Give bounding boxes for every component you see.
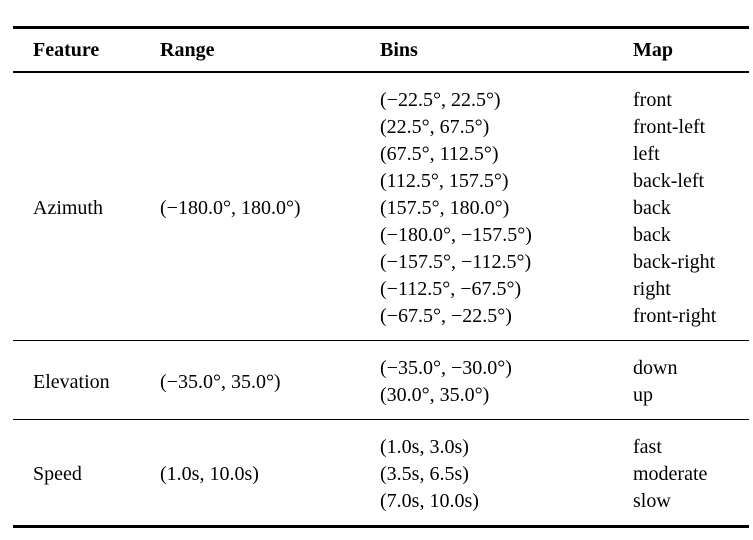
map-cell: down up bbox=[633, 341, 749, 420]
bin-map-label: front-right bbox=[633, 305, 717, 327]
bin-interval: (−35.0°, −30.0°) bbox=[380, 357, 512, 379]
bin-map-label: front bbox=[633, 89, 672, 111]
feature-name-cell: Azimuth bbox=[13, 72, 160, 341]
bin-map-label: back bbox=[633, 197, 671, 219]
column-header-bins: Bins bbox=[380, 39, 418, 61]
bin-interval: (−22.5°, 22.5°) bbox=[380, 89, 501, 111]
bin-map-label: front-left bbox=[633, 116, 706, 138]
bin-interval: (7.0s, 10.0s) bbox=[380, 490, 479, 512]
feature-range: (−35.0°, 35.0°) bbox=[160, 370, 281, 393]
feature-name: Azimuth bbox=[33, 197, 103, 219]
bin-map-label: up bbox=[633, 384, 653, 406]
bins-cell: (−22.5°, 22.5°) (22.5°, 67.5°) (67.5°, 1… bbox=[380, 72, 633, 341]
bin-map-label: fast bbox=[633, 436, 662, 458]
feature-range-cell: (1.0s, 10.0s) bbox=[160, 420, 380, 527]
table-body: Azimuth (−180.0°, 180.0°) (−22.5°, 22.5°… bbox=[13, 72, 749, 527]
bin-interval: (3.5s, 6.5s) bbox=[380, 463, 469, 485]
column-header-feature: Feature bbox=[33, 39, 100, 61]
bin-map-label: back-left bbox=[633, 170, 705, 192]
bin-interval: (30.0°, 35.0°) bbox=[380, 384, 490, 406]
bins-cell: (1.0s, 3.0s) (3.5s, 6.5s) (7.0s, 10.0s) bbox=[380, 420, 633, 527]
bin-interval: (−67.5°, −22.5°) bbox=[380, 305, 512, 327]
bin-interval: (67.5°, 112.5°) bbox=[380, 143, 499, 165]
bin-interval: (157.5°, 180.0°) bbox=[380, 197, 510, 219]
feature-name: Speed bbox=[33, 463, 82, 485]
map-cell: fast moderate slow bbox=[633, 420, 749, 527]
bin-map-label: right bbox=[633, 278, 671, 300]
feature-row-elevation: Elevation (−35.0°, 35.0°) (−35.0°, −30.0… bbox=[13, 341, 749, 420]
feature-bins-table: Feature Range Bins Map Azimuth (−180.0°,… bbox=[13, 26, 749, 528]
bin-interval: (−180.0°, −157.5°) bbox=[380, 224, 532, 246]
bin-map-label: back-right bbox=[633, 251, 716, 273]
column-header-range: Range bbox=[160, 39, 215, 61]
bin-interval: (1.0s, 3.0s) bbox=[380, 436, 469, 458]
feature-range: (−180.0°, 180.0°) bbox=[160, 197, 301, 219]
bin-map-label: down bbox=[633, 357, 678, 379]
feature-name: Elevation bbox=[33, 370, 110, 393]
map-cell: front front-left left back-left back bac… bbox=[633, 72, 749, 341]
feature-name-cell: Speed bbox=[13, 420, 160, 527]
feature-range-cell: (−35.0°, 35.0°) bbox=[160, 341, 380, 420]
feature-name-cell: Elevation bbox=[13, 341, 160, 420]
table-header-row: Feature Range Bins Map bbox=[13, 28, 749, 72]
bin-map-label: slow bbox=[633, 490, 671, 512]
feature-range: (1.0s, 10.0s) bbox=[160, 463, 259, 485]
bin-map-label: moderate bbox=[633, 463, 708, 485]
bin-interval: (−157.5°, −112.5°) bbox=[380, 251, 532, 273]
column-header-map: Map bbox=[633, 39, 673, 61]
table-head: Feature Range Bins Map bbox=[13, 28, 749, 72]
feature-row-speed: Speed (1.0s, 10.0s) (1.0s, 3.0s) (3.5s, … bbox=[13, 420, 749, 527]
bin-interval: (22.5°, 67.5°) bbox=[380, 116, 490, 138]
table-wrapper: Feature Range Bins Map Azimuth (−180.0°,… bbox=[13, 26, 749, 528]
bin-map-label: back bbox=[633, 224, 671, 246]
bin-interval: (112.5°, 157.5°) bbox=[380, 170, 509, 192]
bin-interval: (−112.5°, −67.5°) bbox=[380, 278, 522, 300]
bins-cell: (−35.0°, −30.0°) (30.0°, 35.0°) bbox=[380, 341, 633, 420]
feature-range-cell: (−180.0°, 180.0°) bbox=[160, 72, 380, 341]
feature-row-azimuth: Azimuth (−180.0°, 180.0°) (−22.5°, 22.5°… bbox=[13, 72, 749, 341]
bin-map-label: left bbox=[633, 143, 660, 165]
